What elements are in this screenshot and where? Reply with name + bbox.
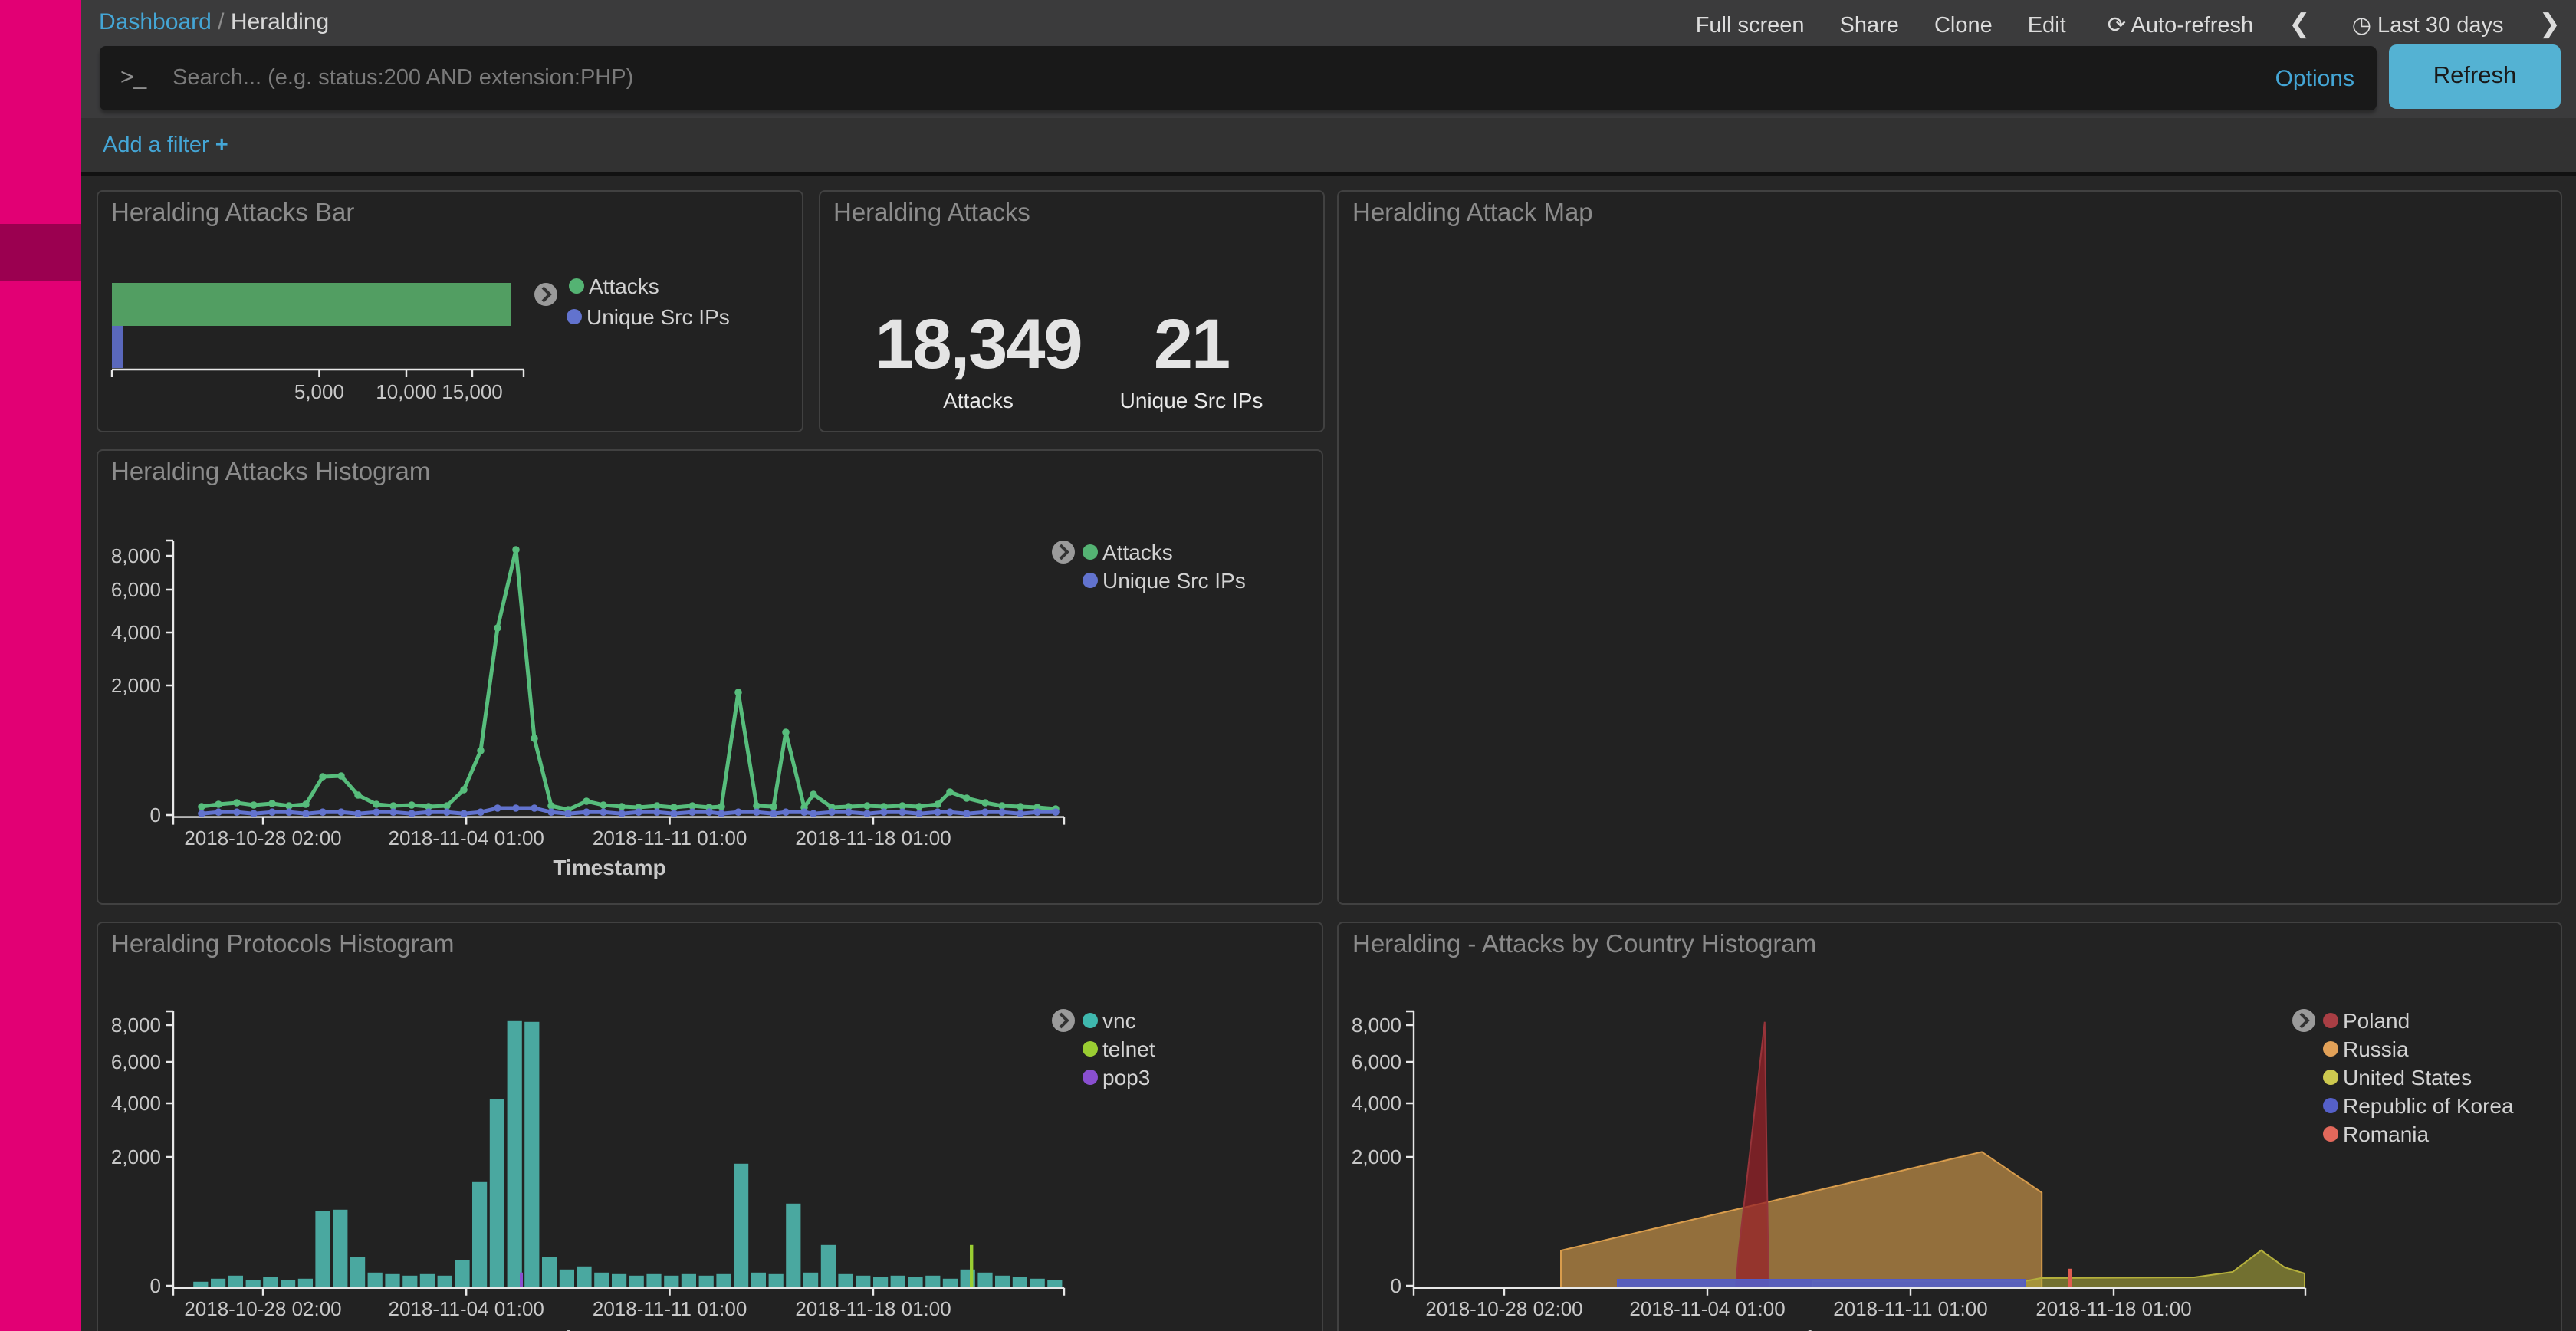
- svg-text:6,000: 6,000: [110, 1050, 160, 1073]
- svg-text:8,000: 8,000: [110, 1013, 160, 1036]
- svg-text:Attacks: Attacks: [588, 274, 659, 298]
- svg-text:telnet: telnet: [1102, 1037, 1155, 1060]
- svg-text:Unique Src IPs: Unique Src IPs: [1102, 568, 1245, 592]
- svg-text:10,000: 10,000: [375, 380, 436, 403]
- svg-text:15,000: 15,000: [441, 380, 502, 403]
- svg-text:4,000: 4,000: [1352, 1091, 1401, 1114]
- svg-text:2018-10-28 02:00: 2018-10-28 02:00: [183, 1296, 340, 1319]
- svg-text:2018-10-28 02:00: 2018-10-28 02:00: [1425, 1296, 1582, 1319]
- svg-text:Timestamp: Timestamp: [552, 1326, 665, 1331]
- svg-text:2018-11-18 01:00: 2018-11-18 01:00: [794, 826, 950, 849]
- svg-text:Attacks: Attacks: [1102, 540, 1172, 564]
- svg-text:Russia: Russia: [2343, 1037, 2409, 1060]
- svg-text:0: 0: [1391, 1273, 1401, 1296]
- svg-text:0: 0: [150, 803, 160, 826]
- svg-text:5,000: 5,000: [294, 380, 343, 403]
- svg-text:6,000: 6,000: [110, 577, 160, 600]
- svg-text:8,000: 8,000: [110, 544, 160, 567]
- svg-text:2018-11-18 01:00: 2018-11-18 01:00: [794, 1296, 950, 1319]
- svg-text:0: 0: [150, 1273, 160, 1296]
- svg-text:2018-10-28 02:00: 2018-10-28 02:00: [183, 826, 340, 849]
- svg-text:4,000: 4,000: [110, 620, 160, 643]
- svg-text:2,000: 2,000: [1352, 1145, 1401, 1168]
- svg-text:8,000: 8,000: [1352, 1013, 1401, 1036]
- svg-text:2018-11-04 01:00: 2018-11-04 01:00: [388, 1296, 544, 1319]
- svg-text:2018-11-04 01:00: 2018-11-04 01:00: [388, 826, 544, 849]
- svg-text:pop3: pop3: [1102, 1065, 1149, 1089]
- svg-text:2,000: 2,000: [110, 1145, 160, 1168]
- svg-text:2018-11-04 01:00: 2018-11-04 01:00: [1629, 1296, 1785, 1319]
- svg-text:Romania: Romania: [2343, 1122, 2429, 1145]
- svg-text:2018-11-11 01:00: 2018-11-11 01:00: [592, 1296, 746, 1319]
- svg-text:2018-11-18 01:00: 2018-11-18 01:00: [2036, 1296, 2191, 1319]
- svg-text:Timestamp: Timestamp: [1794, 1326, 1907, 1331]
- svg-text:2018-11-11 01:00: 2018-11-11 01:00: [592, 826, 746, 849]
- svg-text:vnc: vnc: [1102, 1008, 1135, 1032]
- svg-text:4,000: 4,000: [110, 1091, 160, 1114]
- svg-text:Republic of Korea: Republic of Korea: [2343, 1093, 2514, 1117]
- svg-text:Poland: Poland: [2343, 1008, 2410, 1032]
- svg-text:2,000: 2,000: [110, 673, 160, 696]
- svg-text:6,000: 6,000: [1352, 1050, 1401, 1073]
- svg-text:Unique Src IPs: Unique Src IPs: [586, 305, 729, 329]
- svg-text:2018-11-11 01:00: 2018-11-11 01:00: [1833, 1296, 1987, 1319]
- svg-text:United States: United States: [2343, 1065, 2472, 1089]
- svg-text:Timestamp: Timestamp: [552, 855, 665, 879]
